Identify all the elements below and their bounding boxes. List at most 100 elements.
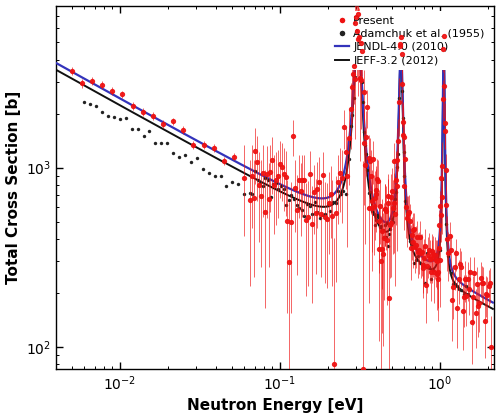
Point xyxy=(385,230,393,237)
Point xyxy=(416,259,424,266)
Point xyxy=(432,269,440,276)
Point xyxy=(438,176,446,183)
Point xyxy=(420,280,428,287)
Point xyxy=(222,183,230,189)
Point xyxy=(354,36,362,42)
Point xyxy=(406,238,413,245)
Point xyxy=(377,223,385,230)
Point xyxy=(408,241,416,247)
Point xyxy=(152,140,160,146)
Point xyxy=(146,128,154,134)
Point xyxy=(370,211,378,217)
Point xyxy=(350,95,358,101)
Point xyxy=(374,214,382,220)
Point xyxy=(264,177,272,184)
Point xyxy=(378,227,386,234)
Point xyxy=(352,36,360,43)
Point xyxy=(371,221,379,228)
Point xyxy=(290,196,298,202)
Point xyxy=(455,286,463,293)
Point xyxy=(394,150,402,157)
Point xyxy=(436,247,444,254)
Point xyxy=(316,214,324,221)
Point xyxy=(332,199,340,206)
Point xyxy=(298,207,306,213)
Point xyxy=(259,183,267,190)
Point xyxy=(318,212,326,219)
Point xyxy=(404,213,411,220)
Point xyxy=(356,62,364,68)
Point xyxy=(458,287,466,293)
Point xyxy=(216,172,224,179)
Point xyxy=(414,252,422,259)
Point xyxy=(384,243,392,249)
Point xyxy=(399,114,407,121)
Point xyxy=(272,180,280,187)
Point xyxy=(280,185,287,192)
Point xyxy=(372,217,380,223)
Point xyxy=(391,195,399,202)
Point xyxy=(356,51,364,57)
Point xyxy=(348,123,356,129)
Point xyxy=(352,57,360,64)
Point xyxy=(269,180,277,187)
Point xyxy=(187,158,195,165)
Point xyxy=(400,173,408,179)
Point xyxy=(423,249,431,256)
Point xyxy=(163,139,171,146)
Point xyxy=(122,115,130,122)
Point xyxy=(334,187,342,194)
Point xyxy=(86,101,94,107)
Point xyxy=(329,199,337,206)
Point xyxy=(369,203,377,210)
Point xyxy=(282,201,290,208)
Point xyxy=(358,79,366,86)
Point xyxy=(451,281,459,287)
Point xyxy=(393,163,401,170)
Point xyxy=(427,276,435,283)
Point xyxy=(246,190,254,197)
Point xyxy=(396,94,404,101)
Point xyxy=(375,218,383,225)
Point xyxy=(134,126,141,133)
Point xyxy=(366,197,374,204)
Point xyxy=(158,140,166,146)
Point xyxy=(360,129,368,136)
Point xyxy=(383,220,391,227)
Point xyxy=(98,109,106,116)
Point xyxy=(392,188,400,195)
Point xyxy=(342,191,350,198)
Point xyxy=(128,126,136,132)
Point xyxy=(396,56,404,62)
Point xyxy=(376,224,384,230)
Point xyxy=(430,267,438,274)
Point xyxy=(387,219,395,225)
Y-axis label: Total Cross Section [b]: Total Cross Section [b] xyxy=(6,91,20,284)
Point xyxy=(321,210,329,217)
Point xyxy=(248,191,256,198)
Point xyxy=(204,169,212,176)
Point xyxy=(464,290,472,297)
Point xyxy=(460,290,468,297)
Point xyxy=(418,261,426,267)
Point xyxy=(251,167,259,174)
Point xyxy=(300,212,308,219)
Point xyxy=(368,207,376,214)
Point xyxy=(324,202,332,208)
Point xyxy=(337,191,345,198)
Point xyxy=(350,74,358,81)
Point xyxy=(446,270,454,277)
Point xyxy=(398,88,406,94)
Point xyxy=(400,149,407,155)
Point xyxy=(274,186,282,193)
Point xyxy=(402,198,409,204)
Point xyxy=(449,280,457,287)
Point xyxy=(381,222,389,228)
Point xyxy=(116,116,124,123)
Point xyxy=(210,173,218,179)
Point xyxy=(288,192,296,199)
Point xyxy=(303,200,311,207)
Point xyxy=(266,193,274,200)
Point xyxy=(388,215,396,222)
Point xyxy=(389,218,397,225)
